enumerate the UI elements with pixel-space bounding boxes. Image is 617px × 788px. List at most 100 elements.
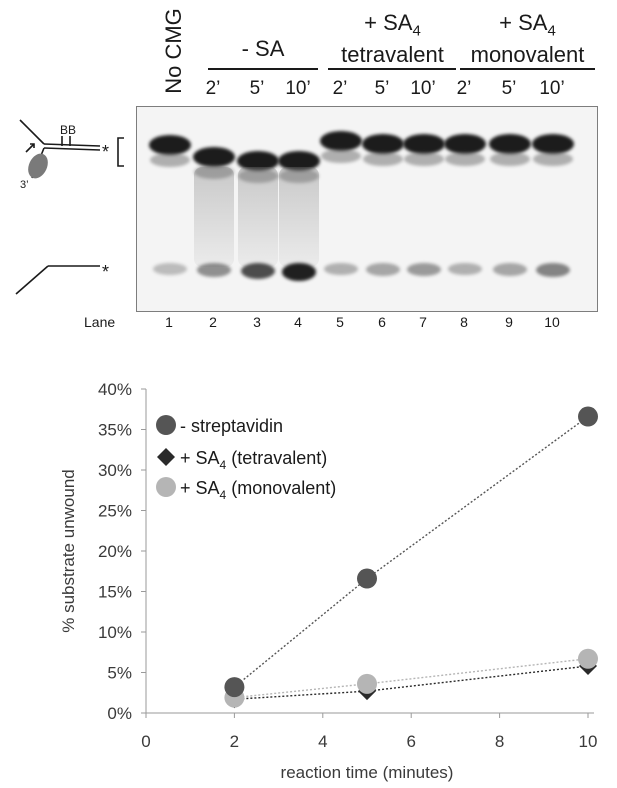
lane-number: 10 <box>544 314 560 330</box>
product-band <box>241 263 275 279</box>
lane-number: 5 <box>336 314 344 330</box>
biotin-label: BB <box>60 123 76 137</box>
time-label: 10’ <box>285 78 311 99</box>
header-tetravalent-text: + SA4 <box>364 10 421 40</box>
star-label-top: * <box>102 142 109 162</box>
smear-band <box>321 149 361 163</box>
product-band <box>493 263 527 276</box>
lane-label: Lane <box>84 314 116 330</box>
smear-band <box>490 152 530 166</box>
header-tetravalent-line1: + SA4 <box>330 12 455 42</box>
lane-number: 4 <box>294 314 302 330</box>
y-tick-label: 20% <box>98 542 132 561</box>
product-strand-icon <box>15 265 100 295</box>
header-monovalent-underline <box>460 68 595 70</box>
product-band <box>407 263 441 277</box>
legend-marker <box>157 448 175 466</box>
smear-band <box>533 152 573 166</box>
lane-number: 8 <box>460 314 468 330</box>
substrate-band <box>532 134 574 154</box>
lane-number: 9 <box>505 314 513 330</box>
x-tick-label: 4 <box>318 732 327 751</box>
data-point-circle <box>357 568 377 589</box>
y-tick-label: 30% <box>98 461 132 480</box>
x-tick-label: 0 <box>141 732 150 751</box>
product-band <box>197 263 231 277</box>
legend-label: + SA4 (monovalent) <box>180 478 336 502</box>
lane-number: 6 <box>378 314 386 330</box>
header-monovalent-line1: + SA4 <box>460 12 595 42</box>
smear-band <box>363 152 403 166</box>
smear-band <box>238 167 278 267</box>
time-label: 2’ <box>456 78 472 99</box>
header-monovalent-text: + SA4 <box>499 10 556 40</box>
substrate-diagram: BB 3’ * * <box>15 119 124 295</box>
header-minus-sa: - SA <box>241 36 285 61</box>
gel-image <box>136 106 598 312</box>
three-prime-label: 3’ <box>20 179 29 191</box>
substrate-band <box>489 134 531 154</box>
trendline-0 <box>233 415 589 688</box>
y-tick-label: 25% <box>98 502 132 521</box>
product-band <box>324 263 358 276</box>
header-no-cmg: No CMG <box>161 8 186 94</box>
y-tick-label: 15% <box>98 583 132 602</box>
legend-marker <box>156 415 176 435</box>
data-point-circle <box>578 648 598 669</box>
time-label: 5’ <box>501 78 517 99</box>
smear-band <box>404 152 444 166</box>
y-tick-label: 35% <box>98 421 132 440</box>
substrate-band <box>403 134 445 154</box>
star-label-bottom: * <box>102 262 109 282</box>
time-label: 10’ <box>539 78 565 99</box>
smear-band <box>194 167 234 267</box>
bracket-icon <box>117 137 124 167</box>
data-point-circle <box>357 673 377 694</box>
substrate-band <box>237 151 279 171</box>
x-tick-label: 10 <box>579 732 598 751</box>
substrate-band <box>444 134 486 154</box>
substrate-band <box>362 134 404 154</box>
time-label: 2’ <box>332 78 348 99</box>
header-tetravalent-line2: tetravalent <box>341 42 444 67</box>
header-monovalent-line2: monovalent <box>470 42 585 67</box>
x-tick-label: 2 <box>230 732 239 751</box>
time-label: 5’ <box>249 78 265 99</box>
smear-band <box>445 152 485 166</box>
smear-band <box>279 167 319 267</box>
smear-band <box>150 153 190 167</box>
unwinding-chart: 0% 5% 10% 15% 20% 25% 30% 35% 40% 0 2 4 6 8 10 reaction… <box>59 380 598 782</box>
x-axis-label: reaction time (minutes) <box>281 763 454 782</box>
time-label: 2’ <box>205 78 221 99</box>
lane-number: 3 <box>253 314 261 330</box>
header-minus-sa-underline <box>208 68 318 70</box>
data-point-circle <box>578 406 598 427</box>
y-axis-label: % substrate unwound <box>59 469 78 633</box>
trendline-1 <box>234 665 589 700</box>
y-tick-label: 5% <box>107 664 132 683</box>
lane-number: 2 <box>209 314 217 330</box>
x-tick-label: 8 <box>495 732 504 751</box>
product-band <box>282 263 316 281</box>
lane-number: 1 <box>165 314 173 330</box>
product-band <box>366 263 400 276</box>
legend-label: + SA4 (tetravalent) <box>180 448 327 472</box>
header-tetravalent-underline <box>328 68 456 70</box>
trendline-2 <box>234 658 589 699</box>
helicase-icon <box>28 153 48 179</box>
legend-label: - streptavidin <box>180 416 283 436</box>
y-tick-label: 40% <box>98 380 132 399</box>
x-tick-label: 6 <box>406 732 415 751</box>
smear-band <box>279 169 319 183</box>
substrate-band <box>149 135 191 155</box>
product-band <box>536 263 570 277</box>
product-band <box>153 263 187 275</box>
time-label: 5’ <box>374 78 390 99</box>
substrate-band <box>278 151 320 171</box>
smear-band <box>238 169 278 183</box>
data-point-circle <box>224 677 245 698</box>
y-tick-label: 0% <box>107 704 132 723</box>
smear-band <box>194 165 234 179</box>
substrate-band <box>193 147 235 167</box>
legend-marker <box>156 477 176 497</box>
